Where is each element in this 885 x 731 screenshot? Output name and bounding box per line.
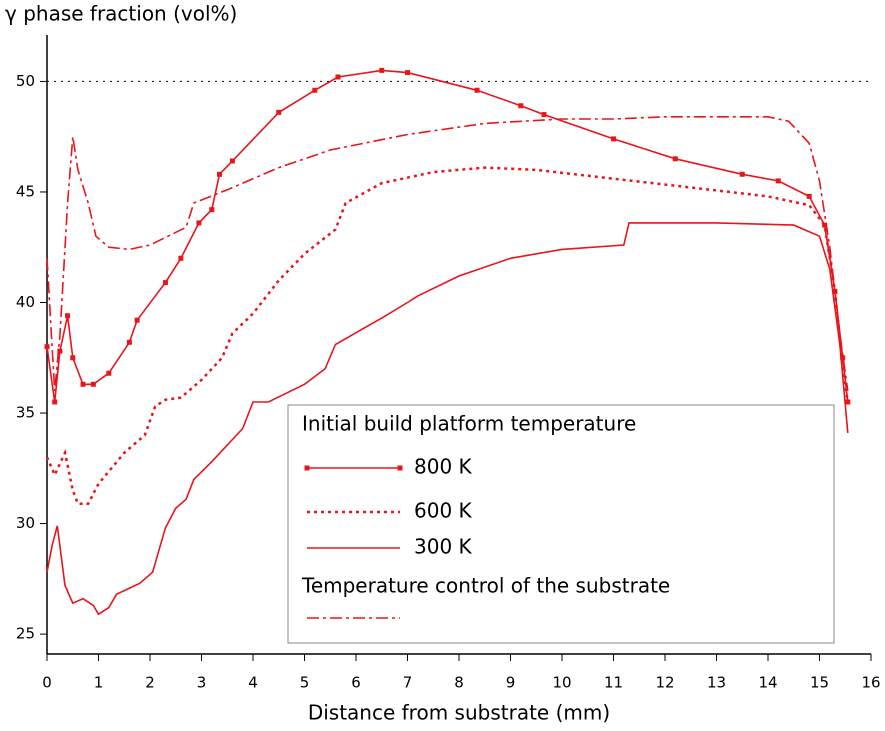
x-tick-label: 16	[861, 674, 880, 692]
data-line	[46, 222, 849, 616]
x-tick-label: 2	[145, 674, 155, 692]
y-tick-label: 40	[16, 293, 35, 311]
data-marker	[840, 355, 846, 361]
data-marker	[518, 103, 524, 109]
data-marker	[335, 74, 341, 80]
data-marker	[775, 178, 781, 184]
x-tick-label: 4	[248, 674, 258, 692]
legend-title: Initial build platform temperature	[302, 412, 636, 436]
data-marker	[70, 355, 76, 361]
data-marker	[229, 158, 235, 164]
data-line	[46, 116, 849, 392]
data-marker	[178, 255, 184, 261]
legend-label: 600 K	[414, 499, 473, 523]
x-tick-label: 7	[403, 674, 413, 692]
x-tick-label: 9	[506, 674, 516, 692]
x-tick-label: 1	[94, 674, 104, 692]
x-tick-label: 5	[300, 674, 310, 692]
y-tick-label: 45	[16, 182, 35, 200]
data-marker	[52, 399, 58, 405]
data-marker	[162, 280, 168, 286]
x-tick-label: 8	[454, 674, 464, 692]
data-marker	[44, 344, 50, 350]
x-tick-label: 12	[655, 674, 674, 692]
x-tick-label: 0	[42, 674, 52, 692]
x-tick-label: 15	[810, 674, 829, 692]
x-tick-label: 3	[197, 674, 207, 692]
legend-label: 800 K	[414, 455, 473, 479]
legend-label: Temperature control of the substrate	[301, 574, 670, 598]
data-marker	[379, 67, 385, 73]
data-marker	[65, 313, 71, 319]
legend-marker	[397, 465, 403, 471]
x-axis-label: Distance from substrate (mm)	[308, 701, 610, 725]
data-marker	[217, 171, 223, 177]
data-marker	[822, 222, 828, 228]
data-marker	[209, 207, 215, 213]
data-marker	[739, 171, 745, 177]
data-marker	[106, 370, 112, 376]
y-tick-label: 50	[16, 72, 35, 90]
y-axis-label: γ phase fraction (vol%)	[5, 2, 237, 26]
data-marker	[541, 112, 547, 118]
legend-label: 300 K	[414, 535, 473, 559]
data-marker	[474, 87, 480, 93]
data-marker	[126, 339, 132, 345]
legend-marker	[304, 465, 310, 471]
data-marker	[80, 381, 86, 387]
data-marker	[312, 87, 318, 93]
data-marker	[806, 193, 812, 199]
y-tick-label: 35	[16, 404, 35, 422]
data-marker	[672, 156, 678, 162]
x-tick-label: 11	[604, 674, 623, 692]
data-marker	[90, 381, 96, 387]
data-marker	[276, 109, 282, 115]
data-marker	[611, 136, 616, 142]
x-tick-label: 6	[351, 674, 361, 692]
data-marker	[405, 70, 410, 76]
y-tick-label: 25	[16, 625, 35, 643]
legend-box	[287, 404, 835, 644]
x-tick-label: 14	[758, 674, 777, 692]
x-tick-label: 10	[552, 674, 571, 692]
data-marker	[134, 317, 140, 323]
x-tick-label: 13	[707, 674, 726, 692]
data-marker	[196, 220, 202, 226]
y-tick-label: 30	[16, 514, 35, 532]
data-line	[45, 166, 850, 505]
data-marker	[57, 348, 63, 354]
